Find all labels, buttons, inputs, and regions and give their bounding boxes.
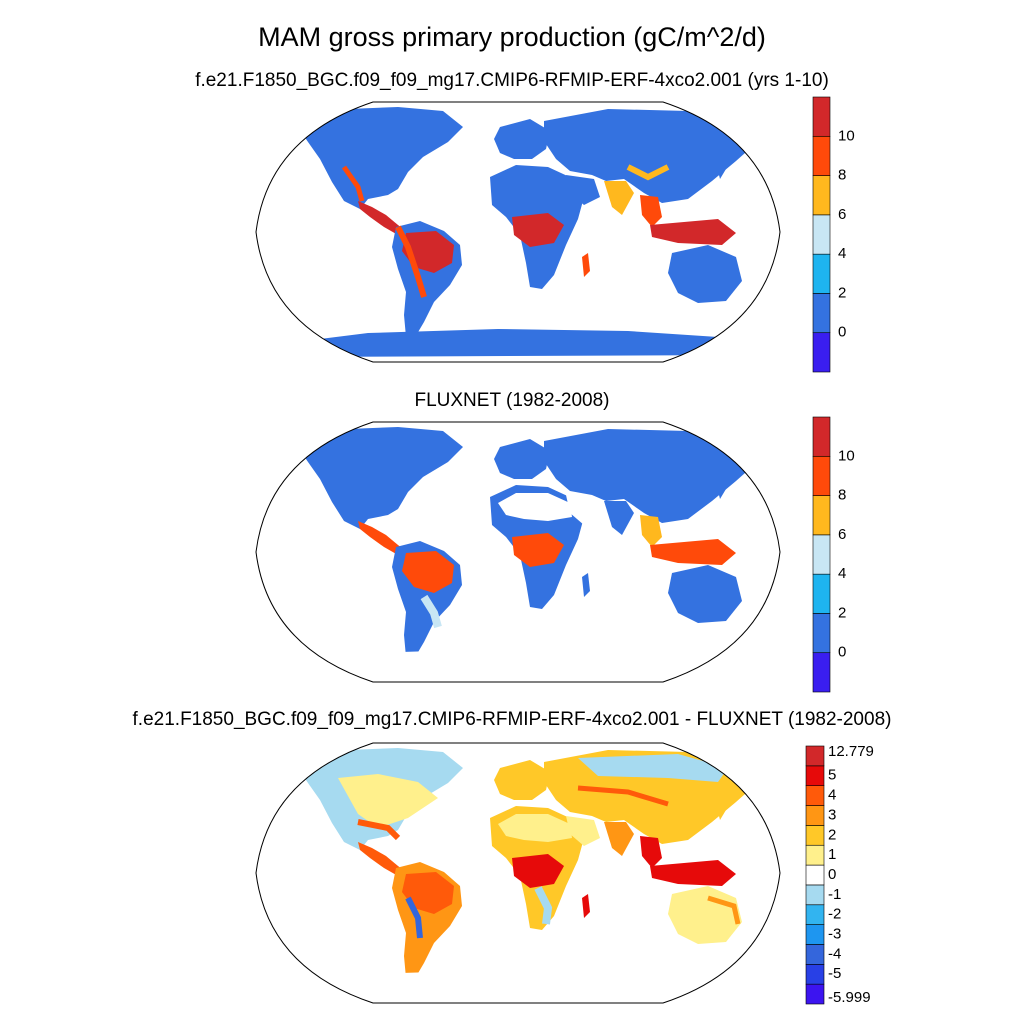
colorbar-swatch	[812, 573, 831, 614]
colorbar-swatch	[812, 495, 831, 536]
colorbar-tick-label: -5	[828, 965, 841, 982]
colorbar-tick-label: 6	[838, 526, 846, 543]
colorbar-swatch	[805, 964, 825, 985]
colorbar-tick-label: -2	[828, 906, 841, 923]
colorbar-tick-label: 4	[828, 787, 836, 804]
colorbar-swatch	[812, 253, 831, 294]
colorbar-tick-label: 0	[828, 866, 836, 883]
colorbar-tick-label: 10	[838, 447, 855, 464]
map-model	[255, 101, 781, 363]
colorbar-swatch	[812, 534, 831, 575]
colorbar-swatch	[805, 765, 825, 786]
colorbar-tick-label: 4	[838, 245, 846, 262]
colorbar-swatch	[812, 652, 831, 693]
colorbar-swatch	[812, 96, 831, 137]
colorbar-tick-label: 6	[838, 206, 846, 223]
colorbar-swatch	[805, 983, 825, 1005]
colorbar-swatch	[812, 416, 831, 457]
colorbar-swatch	[805, 864, 825, 886]
colorbar-tick-label: 8	[838, 487, 846, 504]
colorbar-swatch	[812, 135, 831, 176]
colorbar-swatch	[805, 745, 825, 767]
colorbar-tick-label: 2	[838, 604, 846, 621]
colorbar-swatch	[805, 805, 825, 826]
main-title: MAM gross primary production (gC/m^2/d)	[258, 22, 766, 52]
colorbar-swatch	[805, 825, 825, 846]
colorbar-tick-label: 2	[828, 826, 836, 843]
colorbar-swatch	[805, 884, 825, 906]
colorbar-difference: -5.999 -5 -4 -3 -2 -1 0 1 2 3 4 5 12.779	[805, 743, 874, 1006]
colorbar-fluxnet: 0 2 4 6 8 10	[812, 416, 855, 693]
colorbar-tick-label: 12.779	[828, 743, 874, 760]
colorbar-tick-label: 3	[828, 806, 836, 823]
colorbar-tick-label: -5.999	[828, 989, 871, 1006]
colorbar-tick-label: 2	[838, 284, 846, 301]
colorbar-tick-label: 5	[828, 767, 836, 784]
map-difference	[255, 742, 781, 1004]
colorbar-tick-label: -1	[828, 886, 841, 903]
colorbar-swatch	[812, 214, 831, 255]
panel-1-subtitle: f.e21.F1850_BGC.f09_f09_mg17.CMIP6-RFMIP…	[195, 70, 829, 91]
colorbar-swatch	[805, 924, 825, 945]
colorbar-tick-label: -4	[828, 945, 841, 962]
colorbar-tick-label: 0	[838, 324, 846, 341]
colorbar-swatch	[812, 613, 831, 654]
colorbar-tick-label: -3	[828, 926, 841, 943]
colorbar-tick-label: 4	[838, 565, 846, 582]
colorbar-swatch	[812, 175, 831, 216]
colorbar-tick-label: 8	[838, 167, 846, 184]
colorbar-tick-label: 10	[838, 127, 855, 144]
colorbar-swatch	[805, 785, 825, 806]
panel-3-subtitle: f.e21.F1850_BGC.f09_f09_mg17.CMIP6-RFMIP…	[132, 709, 892, 730]
colorbar-swatch	[812, 332, 831, 373]
colorbar-swatch	[805, 844, 825, 866]
colorbar-swatch	[812, 293, 831, 334]
colorbar-model: 0 2 4 6 8 10	[812, 96, 855, 373]
panel-2-subtitle: FLUXNET (1982-2008)	[414, 390, 610, 411]
colorbar-swatch	[805, 944, 825, 965]
map-fluxnet	[255, 421, 781, 683]
colorbar-tick-label: 0	[838, 644, 846, 661]
colorbar-swatch	[812, 455, 831, 496]
colorbar-swatch	[805, 904, 825, 925]
colorbar-tick-label: 1	[828, 846, 836, 863]
